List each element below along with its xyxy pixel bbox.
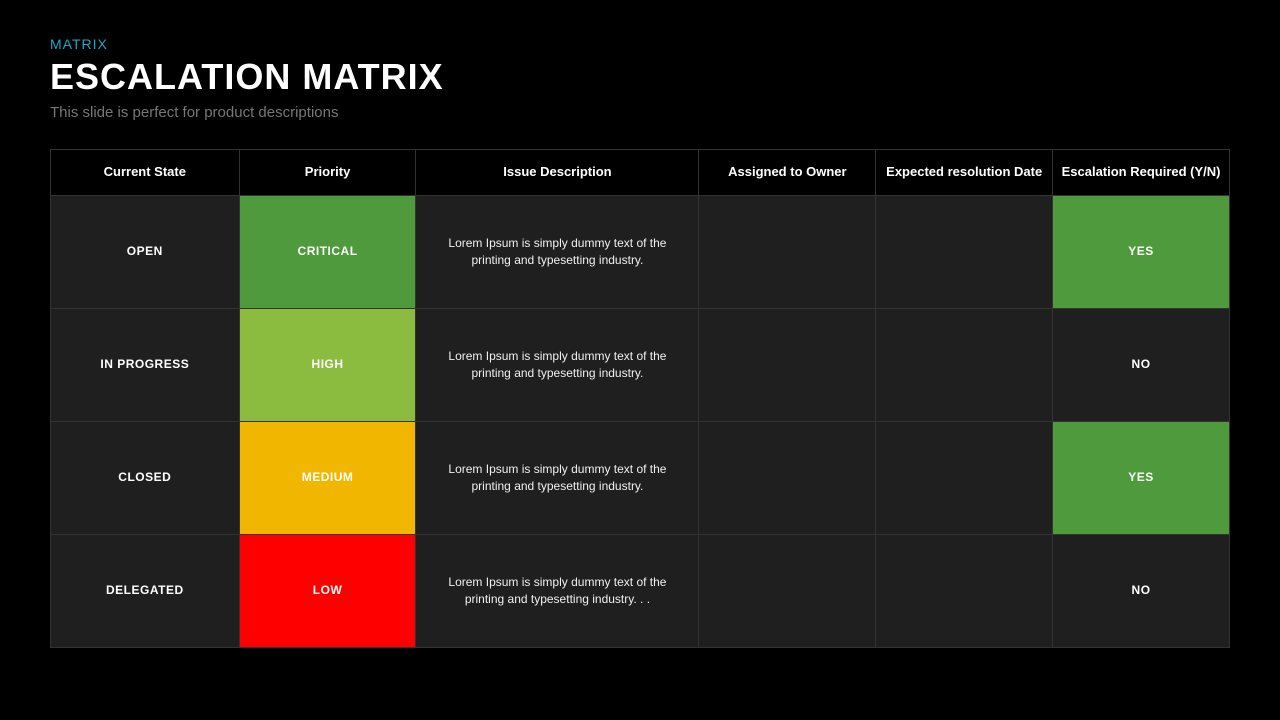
table-header-cell: Escalation Required (Y/N) — [1053, 150, 1230, 196]
priority-cell: LOW — [239, 534, 416, 647]
table-header-cell: Expected resolution Date — [876, 150, 1053, 196]
description-cell: Lorem Ipsum is simply dummy text of the … — [416, 534, 699, 647]
state-cell: OPEN — [51, 195, 240, 308]
expected-date-cell — [876, 308, 1053, 421]
slide-subtitle: This slide is perfect for product descri… — [50, 104, 1230, 121]
state-cell: CLOSED — [51, 421, 240, 534]
description-cell: Lorem Ipsum is simply dummy text of the … — [416, 308, 699, 421]
priority-cell: HIGH — [239, 308, 416, 421]
table-row: IN PROGRESSHIGHLorem Ipsum is simply dum… — [51, 308, 1230, 421]
expected-date-cell — [876, 421, 1053, 534]
assigned-cell — [699, 308, 876, 421]
table-row: OPENCRITICALLorem Ipsum is simply dummy … — [51, 195, 1230, 308]
description-cell: Lorem Ipsum is simply dummy text of the … — [416, 195, 699, 308]
assigned-cell — [699, 534, 876, 647]
table-header-cell: Issue Description — [416, 150, 699, 196]
state-cell: DELEGATED — [51, 534, 240, 647]
escalation-matrix-table: Current StatePriorityIssue DescriptionAs… — [50, 149, 1230, 648]
table-header-cell: Assigned to Owner — [699, 150, 876, 196]
slide-eyebrow: MATRIX — [50, 36, 1230, 52]
escalation-cell: NO — [1053, 308, 1230, 421]
escalation-cell: YES — [1053, 421, 1230, 534]
slide-container: MATRIX ESCALATION MATRIX This slide is p… — [0, 0, 1280, 684]
table-header-cell: Current State — [51, 150, 240, 196]
expected-date-cell — [876, 195, 1053, 308]
table-header-cell: Priority — [239, 150, 416, 196]
priority-cell: CRITICAL — [239, 195, 416, 308]
escalation-cell: YES — [1053, 195, 1230, 308]
expected-date-cell — [876, 534, 1053, 647]
priority-cell: MEDIUM — [239, 421, 416, 534]
table-row: CLOSEDMEDIUMLorem Ipsum is simply dummy … — [51, 421, 1230, 534]
assigned-cell — [699, 421, 876, 534]
slide-title: ESCALATION MATRIX — [50, 56, 1230, 98]
assigned-cell — [699, 195, 876, 308]
description-cell: Lorem Ipsum is simply dummy text of the … — [416, 421, 699, 534]
state-cell: IN PROGRESS — [51, 308, 240, 421]
table-header-row: Current StatePriorityIssue DescriptionAs… — [51, 150, 1230, 196]
escalation-cell: NO — [1053, 534, 1230, 647]
table-row: DELEGATEDLOWLorem Ipsum is simply dummy … — [51, 534, 1230, 647]
